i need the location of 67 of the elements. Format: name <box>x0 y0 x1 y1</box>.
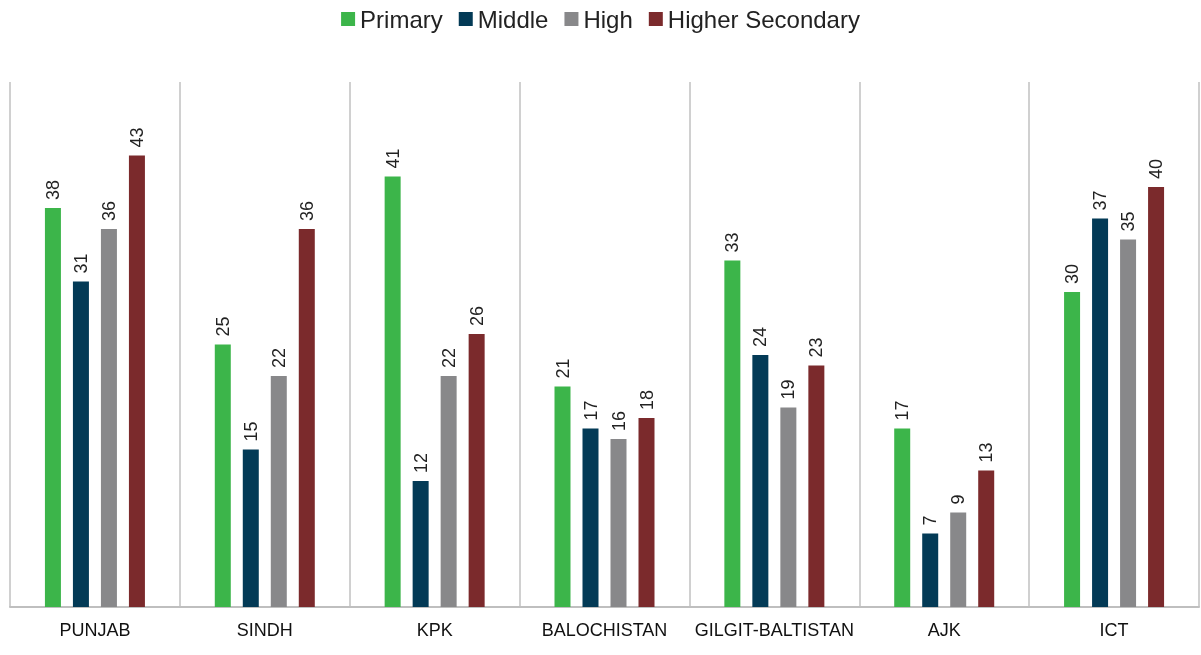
x-tick-label: SINDH <box>236 620 293 640</box>
bar <box>468 334 485 607</box>
data-label: 23 <box>806 337 827 358</box>
bar <box>724 260 741 607</box>
data-label: 41 <box>382 148 403 169</box>
data-label: 31 <box>70 253 91 274</box>
bar <box>780 407 797 607</box>
data-label: 30 <box>1062 263 1083 284</box>
bar <box>412 481 429 607</box>
data-label: 24 <box>750 326 771 347</box>
bar <box>270 376 287 607</box>
data-label: 17 <box>580 400 601 421</box>
legend-label: Middle <box>477 5 549 33</box>
data-label: 40 <box>1146 158 1167 179</box>
data-label: 12 <box>410 452 431 473</box>
data-label: 22 <box>438 347 459 368</box>
x-tick-label: AJK <box>927 620 961 640</box>
data-label: 26 <box>466 305 487 326</box>
data-label: 17 <box>892 400 913 421</box>
bar <box>554 386 571 607</box>
data-label: 35 <box>1118 211 1139 232</box>
bar <box>752 355 769 607</box>
bar <box>440 376 457 607</box>
data-label: 15 <box>240 421 261 442</box>
legend-label: Primary <box>360 5 443 33</box>
x-tick-label: KPK <box>416 620 453 640</box>
data-label: 36 <box>296 200 317 221</box>
bar <box>582 428 599 607</box>
x-tick-label: ICT <box>1099 620 1129 640</box>
bar <box>100 229 117 607</box>
data-label: 18 <box>636 389 657 410</box>
bar <box>894 428 911 607</box>
bar <box>808 365 825 607</box>
bar <box>922 533 939 607</box>
bar <box>72 281 89 607</box>
data-label: 16 <box>608 410 629 431</box>
bar <box>610 439 627 607</box>
data-label: 33 <box>722 232 743 253</box>
bar <box>1120 239 1137 607</box>
bar <box>1092 218 1109 607</box>
bar <box>1064 292 1081 607</box>
bar <box>214 344 231 607</box>
bar <box>384 176 401 607</box>
data-label: 7 <box>920 515 941 526</box>
bar <box>44 208 61 607</box>
data-label: 25 <box>212 316 233 337</box>
data-label: 19 <box>778 379 799 400</box>
data-label: 43 <box>126 127 147 148</box>
x-tick-label: PUNJAB <box>59 620 131 640</box>
bar <box>242 449 259 607</box>
legend-label: High <box>583 5 633 33</box>
data-label: 37 <box>1090 190 1111 211</box>
data-label: 9 <box>948 494 969 505</box>
bar <box>128 155 145 607</box>
data-label: 38 <box>42 179 63 200</box>
data-label: 36 <box>98 200 119 221</box>
bar <box>1148 187 1165 607</box>
data-label: 22 <box>268 347 289 368</box>
bar <box>950 512 967 607</box>
bar <box>638 418 655 607</box>
x-tick-label: GILGIT-BALTISTAN <box>694 620 855 640</box>
bar <box>298 229 315 607</box>
x-tick-label: BALOCHISTAN <box>541 620 668 640</box>
legend-label: Higher Secondary <box>667 5 860 33</box>
data-label: 21 <box>552 358 573 379</box>
bar <box>978 470 995 607</box>
data-label: 13 <box>976 442 997 463</box>
